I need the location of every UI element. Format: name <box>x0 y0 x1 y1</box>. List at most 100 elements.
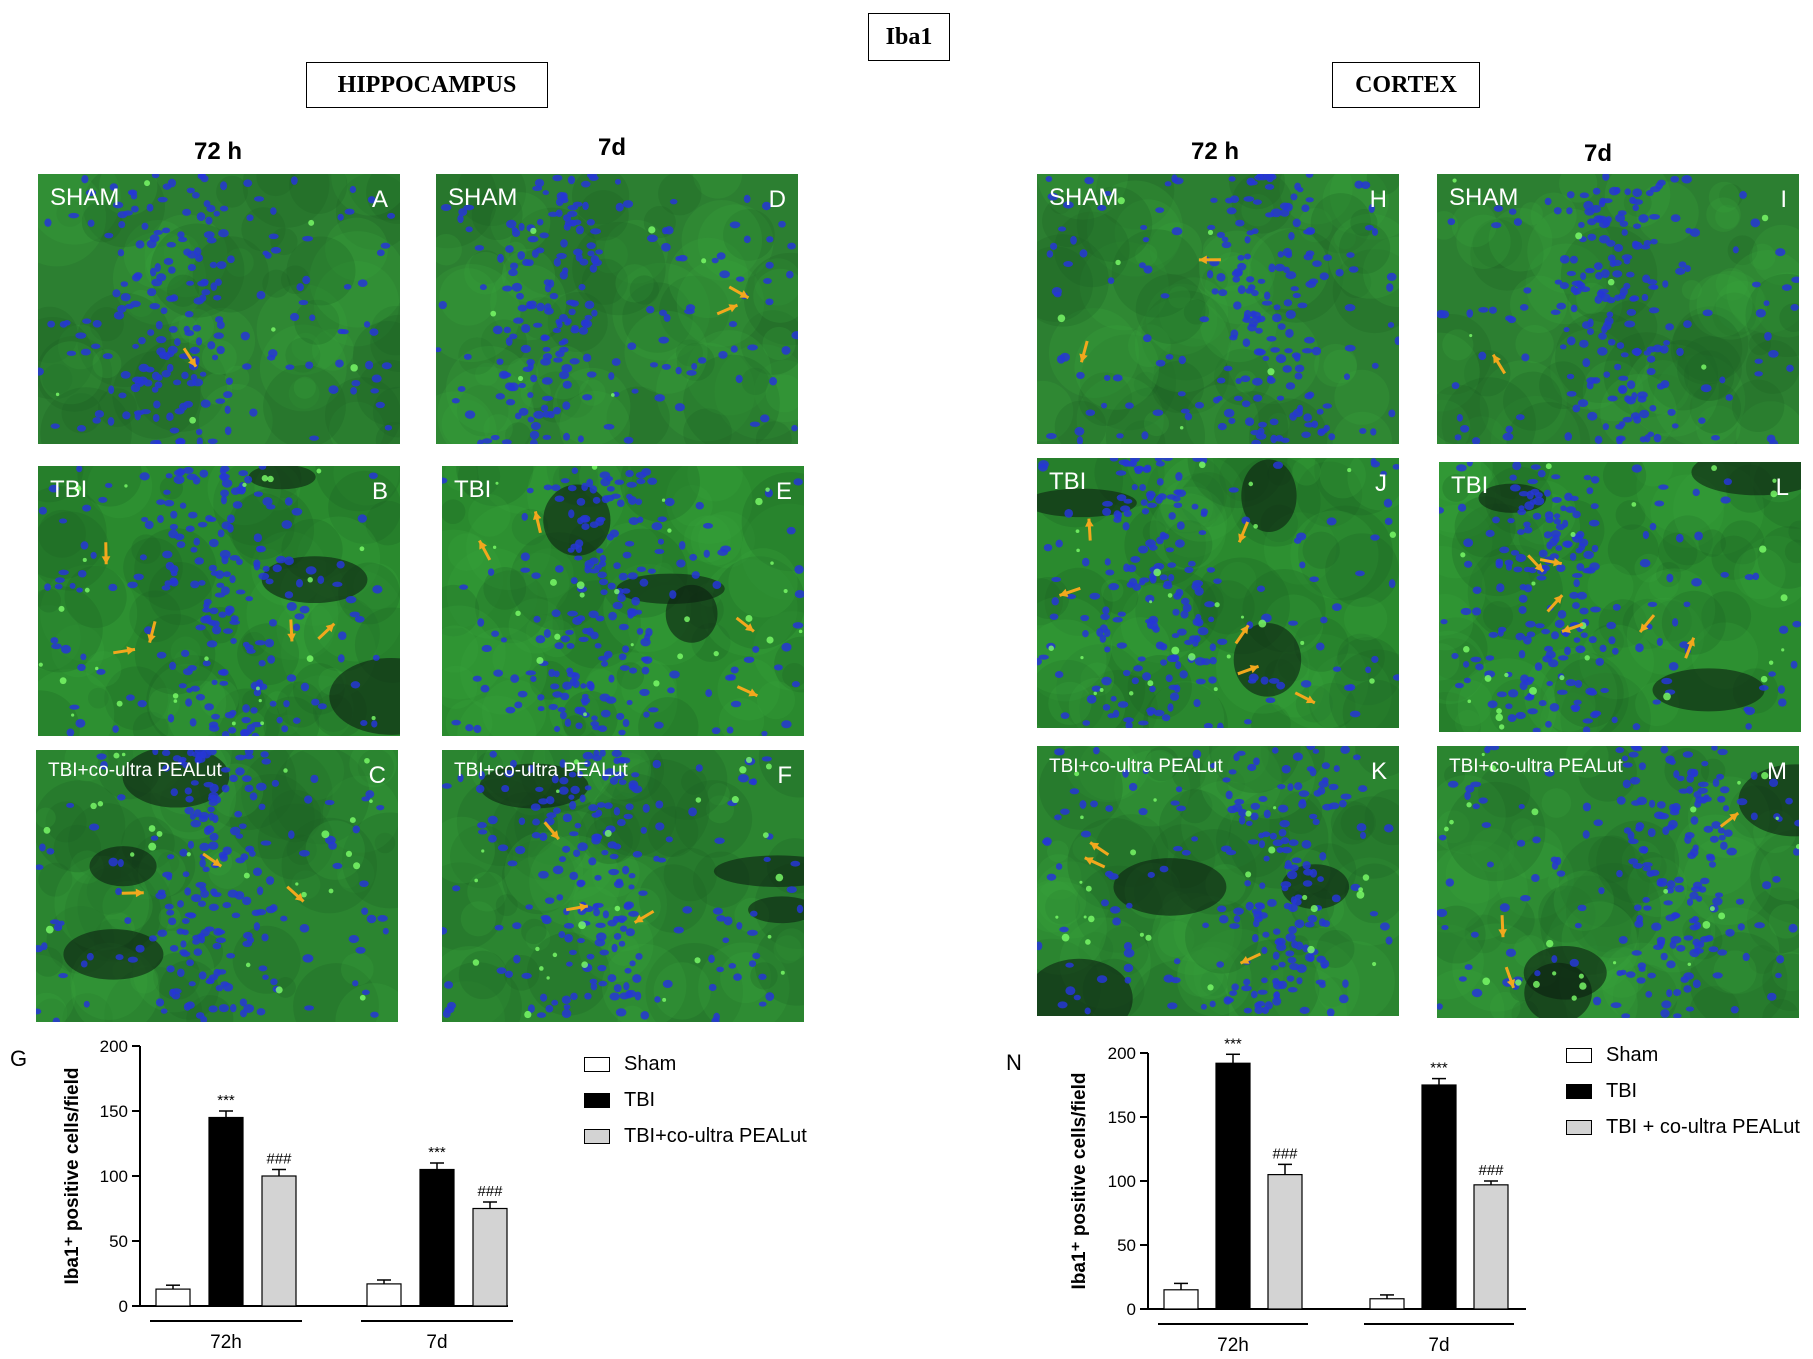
panel-letter: L <box>1775 474 1789 501</box>
bar <box>472 1207 508 1307</box>
panel-letter: E <box>775 478 792 505</box>
legend-item-tbi: TBI <box>584 1089 655 1112</box>
significance-label: ### <box>1478 1162 1504 1179</box>
bar <box>366 1283 402 1307</box>
legend-swatch <box>584 1129 610 1144</box>
micrograph-image <box>442 466 804 736</box>
legend-swatch <box>584 1057 610 1072</box>
y-tick-label: 100 <box>100 1167 128 1186</box>
y-axis-label: Iba1⁺ positive cells/field <box>62 1068 83 1285</box>
micrograph-image <box>1037 458 1399 728</box>
panel-letter: K <box>1370 758 1387 785</box>
panel-condition-label: TBI <box>50 476 88 503</box>
graph-letter-N: N <box>1006 1050 1022 1075</box>
legend-label: TBI <box>1606 1080 1638 1102</box>
micrograph-panel-C: TBI+co-ultra PEALut C <box>36 750 398 1022</box>
graph-letter-G: G <box>10 1046 28 1071</box>
micrograph-image <box>1037 746 1399 1016</box>
bar <box>1215 1062 1251 1310</box>
panel-condition-label: TBI <box>1049 468 1087 495</box>
y-tick-label: 100 <box>1108 1172 1136 1191</box>
micrograph-image <box>442 750 804 1022</box>
panel-letter: M <box>1767 758 1787 785</box>
bar <box>1421 1084 1457 1310</box>
panel-letter: F <box>777 762 792 789</box>
legend-label: Sham <box>1606 1044 1659 1066</box>
column-title-cortex-7d: 7d <box>1583 140 1613 167</box>
legend-label: TBI + co-ultra PEALut <box>1606 1116 1800 1138</box>
micrograph-panel-F: TBI+co-ultra PEALut F <box>442 750 804 1022</box>
column-title-cortex-72h: 72 h <box>1190 138 1240 165</box>
panel-letter: D <box>768 186 786 213</box>
legend-swatch <box>1566 1048 1592 1063</box>
panel-letter: J <box>1375 470 1387 497</box>
micrograph-panel-I: SHAM I <box>1437 174 1799 444</box>
panel-condition-label: TBI <box>1451 472 1489 499</box>
y-tick-label: 0 <box>119 1297 128 1316</box>
micrograph-panel-A: SHAM A <box>38 174 400 444</box>
y-tick-label: 0 <box>1127 1300 1136 1319</box>
bar <box>1267 1173 1303 1310</box>
micrograph-panel-H: SHAM H <box>1037 174 1399 444</box>
panel-letter: B <box>371 478 388 505</box>
micrograph-panel-M: TBI+co-ultra PEALut M <box>1437 746 1799 1018</box>
column-title-hippocampus-7d: 7d <box>597 134 627 161</box>
panel-condition-label: TBI+co-ultra PEALut <box>1049 756 1223 777</box>
y-tick-label: 50 <box>109 1232 128 1251</box>
significance-label: ### <box>1272 1145 1298 1162</box>
column-title-hippocampus-72h: 72 h <box>193 138 243 165</box>
micrograph-image <box>36 750 398 1022</box>
panel-letter: H <box>1369 186 1387 213</box>
panel-condition-label: SHAM <box>1049 184 1119 211</box>
significance-label: *** <box>217 1092 235 1109</box>
y-tick-label: 200 <box>100 1037 128 1056</box>
micrograph-image <box>436 174 798 444</box>
panel-letter: I <box>1780 186 1787 213</box>
micrograph-panel-D: SHAM D <box>436 174 798 444</box>
x-tick-label: 7d <box>426 1332 447 1353</box>
bar <box>208 1116 244 1307</box>
x-tick-label: 72h <box>210 1332 242 1353</box>
bar <box>419 1168 455 1307</box>
y-tick-label: 200 <box>1108 1044 1136 1063</box>
micrograph-panel-B: TBI B <box>38 466 400 736</box>
significance-label: *** <box>1224 1035 1242 1052</box>
panel-condition-label: TBI+co-ultra PEALut <box>1449 756 1623 777</box>
significance-label: *** <box>428 1144 446 1161</box>
panel-condition-label: SHAM <box>50 184 120 211</box>
legend-item-tbi: TBI <box>1566 1080 1637 1103</box>
legend-label: Sham <box>624 1053 677 1075</box>
y-tick-label: 150 <box>100 1102 128 1121</box>
legend-label: TBI+co-ultra PEALut <box>624 1125 807 1147</box>
legend-swatch <box>584 1093 610 1108</box>
micrograph-panel-K: TBI+co-ultra PEALut K <box>1037 746 1399 1016</box>
legend-item-sham: Sham <box>584 1053 676 1076</box>
micrograph-image <box>38 466 400 736</box>
x-tick-label: 7d <box>1428 1335 1449 1356</box>
region-label-hippocampus: HIPPOCAMPUS <box>306 62 548 108</box>
legend-item-treatment: TBI+co-ultra PEALut <box>584 1125 807 1148</box>
figure-title: Iba1 <box>868 13 950 61</box>
legend-swatch <box>1566 1084 1592 1099</box>
y-tick-label: 50 <box>1117 1236 1136 1255</box>
significance-label: *** <box>1430 1060 1448 1077</box>
legend-item-treatment: TBI + co-ultra PEALut <box>1566 1116 1800 1139</box>
significance-label: ### <box>477 1183 503 1200</box>
micrograph-image <box>1037 174 1399 444</box>
panel-letter: A <box>371 186 388 213</box>
micrograph-panel-E: TBI E <box>442 466 804 736</box>
bar <box>1369 1298 1405 1310</box>
panel-letter: C <box>368 762 386 789</box>
panel-condition-label: SHAM <box>448 184 518 211</box>
micrograph-panel-J: TBI J <box>1037 458 1399 728</box>
micrograph-image <box>38 174 400 444</box>
legend-item-sham: Sham <box>1566 1044 1658 1067</box>
bar <box>261 1175 297 1307</box>
bar <box>155 1288 191 1307</box>
panel-condition-label: TBI+co-ultra PEALut <box>48 760 222 781</box>
panel-condition-label: TBI <box>454 476 492 503</box>
y-tick-label: 150 <box>1108 1108 1136 1127</box>
region-label-cortex: CORTEX <box>1332 62 1480 108</box>
legend-swatch <box>1566 1120 1592 1135</box>
significance-label: ### <box>266 1151 292 1168</box>
